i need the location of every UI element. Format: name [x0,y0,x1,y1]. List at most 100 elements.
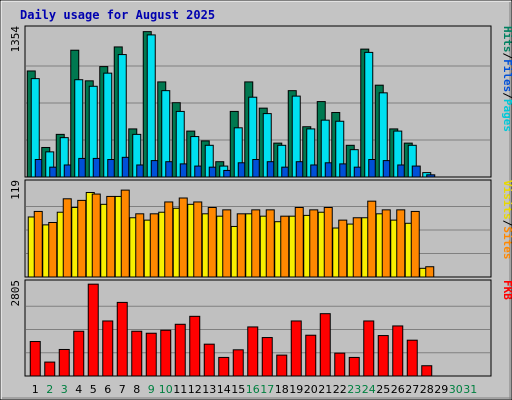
legend-visits-sites: Visits/Sites [501,180,512,260]
bar-kb-f-day-25 [377,335,389,377]
x-tick-day-14: 14 [217,383,231,396]
x-tick-day-19: 19 [289,383,303,396]
x-tick-day-6: 6 [104,383,111,396]
x-tick-day-4: 4 [75,383,82,396]
bar-kb-f-day-19 [290,320,302,377]
bar-pages-day-28 [426,174,436,178]
x-tick-day-2: 2 [46,383,53,396]
x-tick-day-21: 21 [318,383,332,396]
legend-entry: F [501,280,512,287]
bar-sites-day-1 [33,210,43,278]
x-tick-day-9: 9 [148,383,155,396]
bar-kb-f-day-24 [363,320,375,377]
x-axis-day-labels: 1 2 3 4 5 6 7 8 9 10 11 12 13 14 15 16 17 18 19 20 21 22 23 24 2… [32,383,478,396]
bar-sites-day-22 [338,219,348,278]
y-max-label: 2805 [9,280,22,307]
x-tick-day-7: 7 [119,383,126,396]
bar-kb-f-day-2 [44,361,56,377]
legend-entry: Hits [501,26,512,53]
bar-sites-day-18 [280,215,290,278]
x-tick-day-1: 1 [32,383,39,396]
x-tick-day-29: 29 [434,383,448,396]
bar-kb-f-day-22 [334,352,346,377]
x-tick-day-5: 5 [90,383,97,396]
bar-kb-f-day-11 [174,323,186,377]
legend-kbytes: FKB [501,280,512,300]
bar-kb-f-day-16 [247,326,259,377]
x-tick-day-3: 3 [61,383,68,396]
bar-kb-f-day-18 [276,354,288,377]
legend-entry: / [501,53,512,60]
bar-kb-f-day-15 [232,349,244,377]
legend-entry: Files [501,59,512,92]
legend-hits-files-pages: Hits/Files/Pages [501,26,512,132]
bar-sites-day-11 [178,197,188,278]
bar-sites-day-19 [294,206,304,278]
bar-sites-day-12 [193,201,203,278]
x-tick-day-13: 13 [202,383,216,396]
x-tick-day-26: 26 [391,383,405,396]
panel-visits-sites: 119 Visits/Sites [9,179,512,278]
bar-files-day-9 [146,34,156,178]
x-tick-day-10: 10 [159,383,173,396]
bar-sites-day-7 [120,189,130,278]
bar-sites-day-10 [164,201,174,278]
chart-panels: 1354Hits/Files/Pages119Visits/Sites2805F… [9,25,512,377]
x-tick-day-27: 27 [405,383,419,396]
bar-kb-f-day-17 [261,337,273,377]
bar-sites-day-23 [352,217,362,278]
bar-kb-f-day-13 [203,343,215,377]
bar-kb-f-day-1 [29,341,41,377]
bars-visits-sites [27,189,435,278]
x-tick-day-25: 25 [376,383,390,396]
bar-sites-day-4 [77,199,87,278]
bar-pages-day-27 [411,165,421,178]
bar-kb-f-day-6 [102,320,114,377]
bar-sites-day-5 [91,193,101,278]
bar-kb-f-day-8 [131,330,143,377]
y-max-label: 119 [9,180,22,200]
bar-kb-f-day-12 [189,315,201,377]
bar-files-day-24 [364,51,374,178]
bar-sites-day-16 [251,209,261,278]
bar-kb-f-day-5 [87,283,99,377]
bar-kb-f-day-7 [116,301,128,377]
bar-kb-f-day-3 [58,348,70,377]
bar-sites-day-15 [236,213,246,278]
bar-kb-f-day-14 [218,356,230,377]
legend-entry: Pages [501,99,512,132]
x-tick-day-11: 11 [173,383,187,396]
legend-entry: / [501,92,512,99]
x-tick-day-15: 15 [231,383,245,396]
x-tick-day-17: 17 [260,383,274,396]
bar-sites-day-9 [149,213,159,278]
bar-sites-day-20 [309,209,319,278]
x-tick-day-16: 16 [246,383,260,396]
y-max-label: 1354 [9,26,22,53]
x-tick-day-20: 20 [304,383,318,396]
x-tick-day-24: 24 [362,383,376,396]
panel-kbytes: 2805 FKB [9,279,512,377]
bar-sites-day-28 [425,266,435,278]
bar-kb-f-day-21 [319,313,331,377]
legend-entry: Sites [501,226,512,259]
x-tick-day-12: 12 [188,383,202,396]
chart-title: Daily usage for August 2025 [20,8,215,22]
bar-kb-f-day-4 [73,330,85,377]
bars-kbytes [29,283,433,377]
legend-entry: Visits [501,180,512,220]
legend-entry: KB [501,287,512,301]
x-tick-day-23: 23 [347,383,361,396]
bar-kb-f-day-20 [305,334,317,377]
bar-sites-day-14 [222,209,232,278]
bar-kb-f-day-26 [392,325,404,377]
x-tick-day-30: 30 [449,383,463,396]
bar-kb-f-day-27 [406,339,418,377]
bars-hits-files-pages [26,31,436,178]
x-tick-day-31: 31 [463,383,477,396]
bar-sites-day-25 [381,209,391,278]
bar-sites-day-27 [410,210,420,278]
legend-entry: / [501,220,512,227]
bar-sites-day-21 [323,206,333,278]
